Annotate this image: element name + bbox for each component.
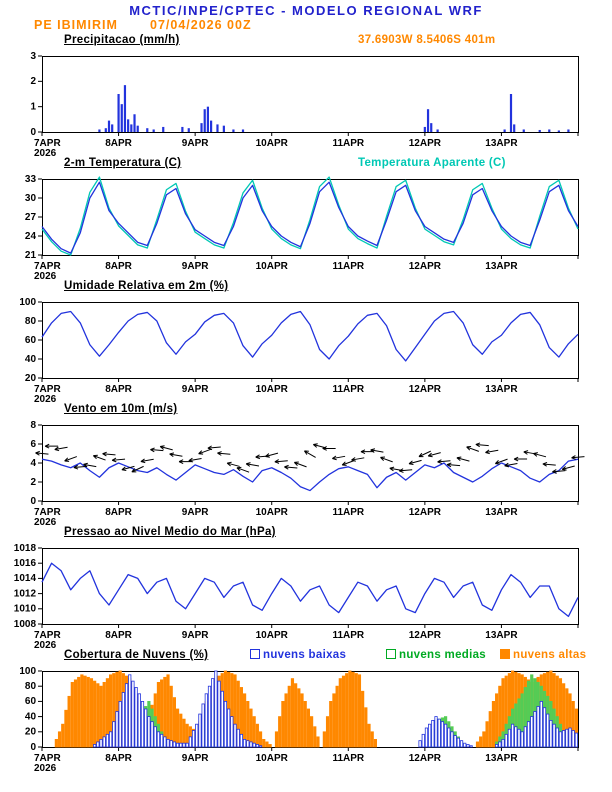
legend-nuvens-altas: nuvens altas [500, 649, 586, 661]
cloud-cover-chart-canvas [0, 664, 612, 772]
cloud-cover-title: Cobertura de Nuvens (%) [64, 649, 209, 661]
legend-label-medias: nuvens medias [399, 649, 486, 661]
wind-title: Vento em 10m (m/s) [64, 403, 178, 415]
legend-box-altas-icon [500, 649, 510, 659]
pressure-title: Pressao ao Nivel Medio do Mar (hPa) [64, 526, 276, 538]
precipitation-title: Precipitacao (mm/h) [64, 34, 180, 46]
legend-box-baixas-icon [250, 649, 260, 659]
panel-wind: Vento em 10m (m/s) [0, 403, 612, 526]
humidity-chart-canvas [0, 295, 612, 403]
run-datetime: 07/04/2026 00Z [150, 18, 252, 32]
legend-label-altas: nuvens altas [513, 649, 587, 661]
legend-label-baixas: nuvens baixas [263, 649, 347, 661]
legend-nuvens-baixas: nuvens baixas [250, 649, 346, 661]
pressure-chart-canvas [0, 541, 612, 649]
panel-cloud-cover: Cobertura de Nuvens (%) nuvens baixas nu… [0, 649, 612, 772]
panel-temperature: 2-m Temperatura (C) Temperatura Aparente… [0, 157, 612, 280]
legend-nuvens-medias: nuvens medias [386, 649, 486, 661]
panel-precipitation: Precipitacao (mm/h) 37.6903W 8.5406S 401… [0, 34, 612, 157]
humidity-title: Umidade Relativa em 2m (%) [64, 280, 229, 292]
header-line2: PE IBIMIRIM 07/04/2026 00Z [0, 18, 612, 34]
station-name: PE IBIMIRIM [34, 18, 118, 32]
legend-box-medias-icon [386, 649, 396, 659]
model-title: MCTIC/INPE/CPTEC - MODELO REGIONAL WRF [129, 3, 483, 18]
temperature-title: 2-m Temperatura (C) [64, 157, 182, 169]
panel-pressure: Pressao ao Nivel Medio do Mar (hPa) [0, 526, 612, 649]
temperature-chart-canvas [0, 172, 612, 280]
apparent-temperature-legend: Temperatura Aparente (C) [358, 157, 506, 169]
precipitation-chart-canvas [0, 49, 612, 157]
station-coordinates: 37.6903W 8.5406S 401m [358, 34, 496, 46]
panel-humidity: Umidade Relativa em 2m (%) [0, 280, 612, 403]
wind-chart-canvas [0, 418, 612, 526]
